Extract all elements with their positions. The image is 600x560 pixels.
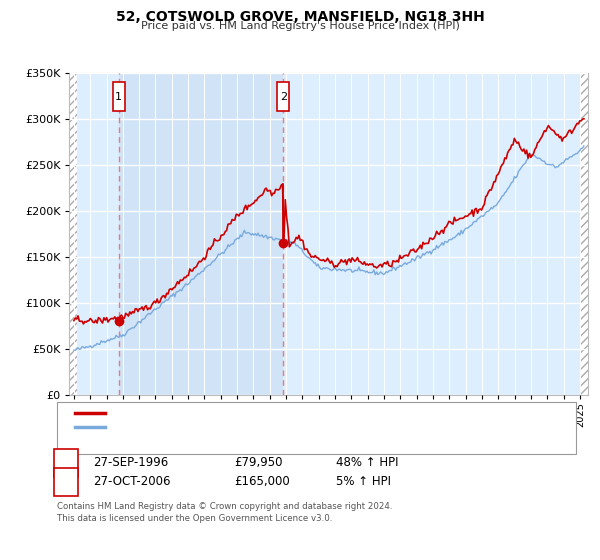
Text: £165,000: £165,000 — [234, 474, 290, 488]
Bar — [119, 73, 283, 395]
Text: This data is licensed under the Open Government Licence v3.0.: This data is licensed under the Open Gov… — [57, 514, 332, 522]
Text: 1: 1 — [62, 456, 70, 469]
Text: 2: 2 — [280, 92, 287, 102]
Bar — [69, 73, 77, 395]
Text: £79,950: £79,950 — [234, 456, 283, 469]
Text: 5% ↑ HPI: 5% ↑ HPI — [336, 474, 391, 488]
Text: Contains HM Land Registry data © Crown copyright and database right 2024.: Contains HM Land Registry data © Crown c… — [57, 502, 392, 511]
Text: 27-SEP-1996: 27-SEP-1996 — [93, 456, 168, 469]
Text: HPI: Average price, detached house, Mansfield: HPI: Average price, detached house, Mans… — [108, 422, 351, 432]
FancyBboxPatch shape — [113, 82, 125, 111]
Text: 2: 2 — [62, 474, 70, 488]
Text: 52, COTSWOLD GROVE, MANSFIELD, NG18 3HH: 52, COTSWOLD GROVE, MANSFIELD, NG18 3HH — [116, 10, 484, 24]
Text: 1: 1 — [115, 92, 122, 102]
Text: Price paid vs. HM Land Registry's House Price Index (HPI): Price paid vs. HM Land Registry's House … — [140, 21, 460, 31]
FancyBboxPatch shape — [277, 82, 289, 111]
Text: 52, COTSWOLD GROVE, MANSFIELD, NG18 3HH (detached house): 52, COTSWOLD GROVE, MANSFIELD, NG18 3HH … — [108, 408, 451, 418]
Bar — [580, 73, 588, 395]
Text: 27-OCT-2006: 27-OCT-2006 — [93, 474, 170, 488]
Text: 48% ↑ HPI: 48% ↑ HPI — [336, 456, 398, 469]
